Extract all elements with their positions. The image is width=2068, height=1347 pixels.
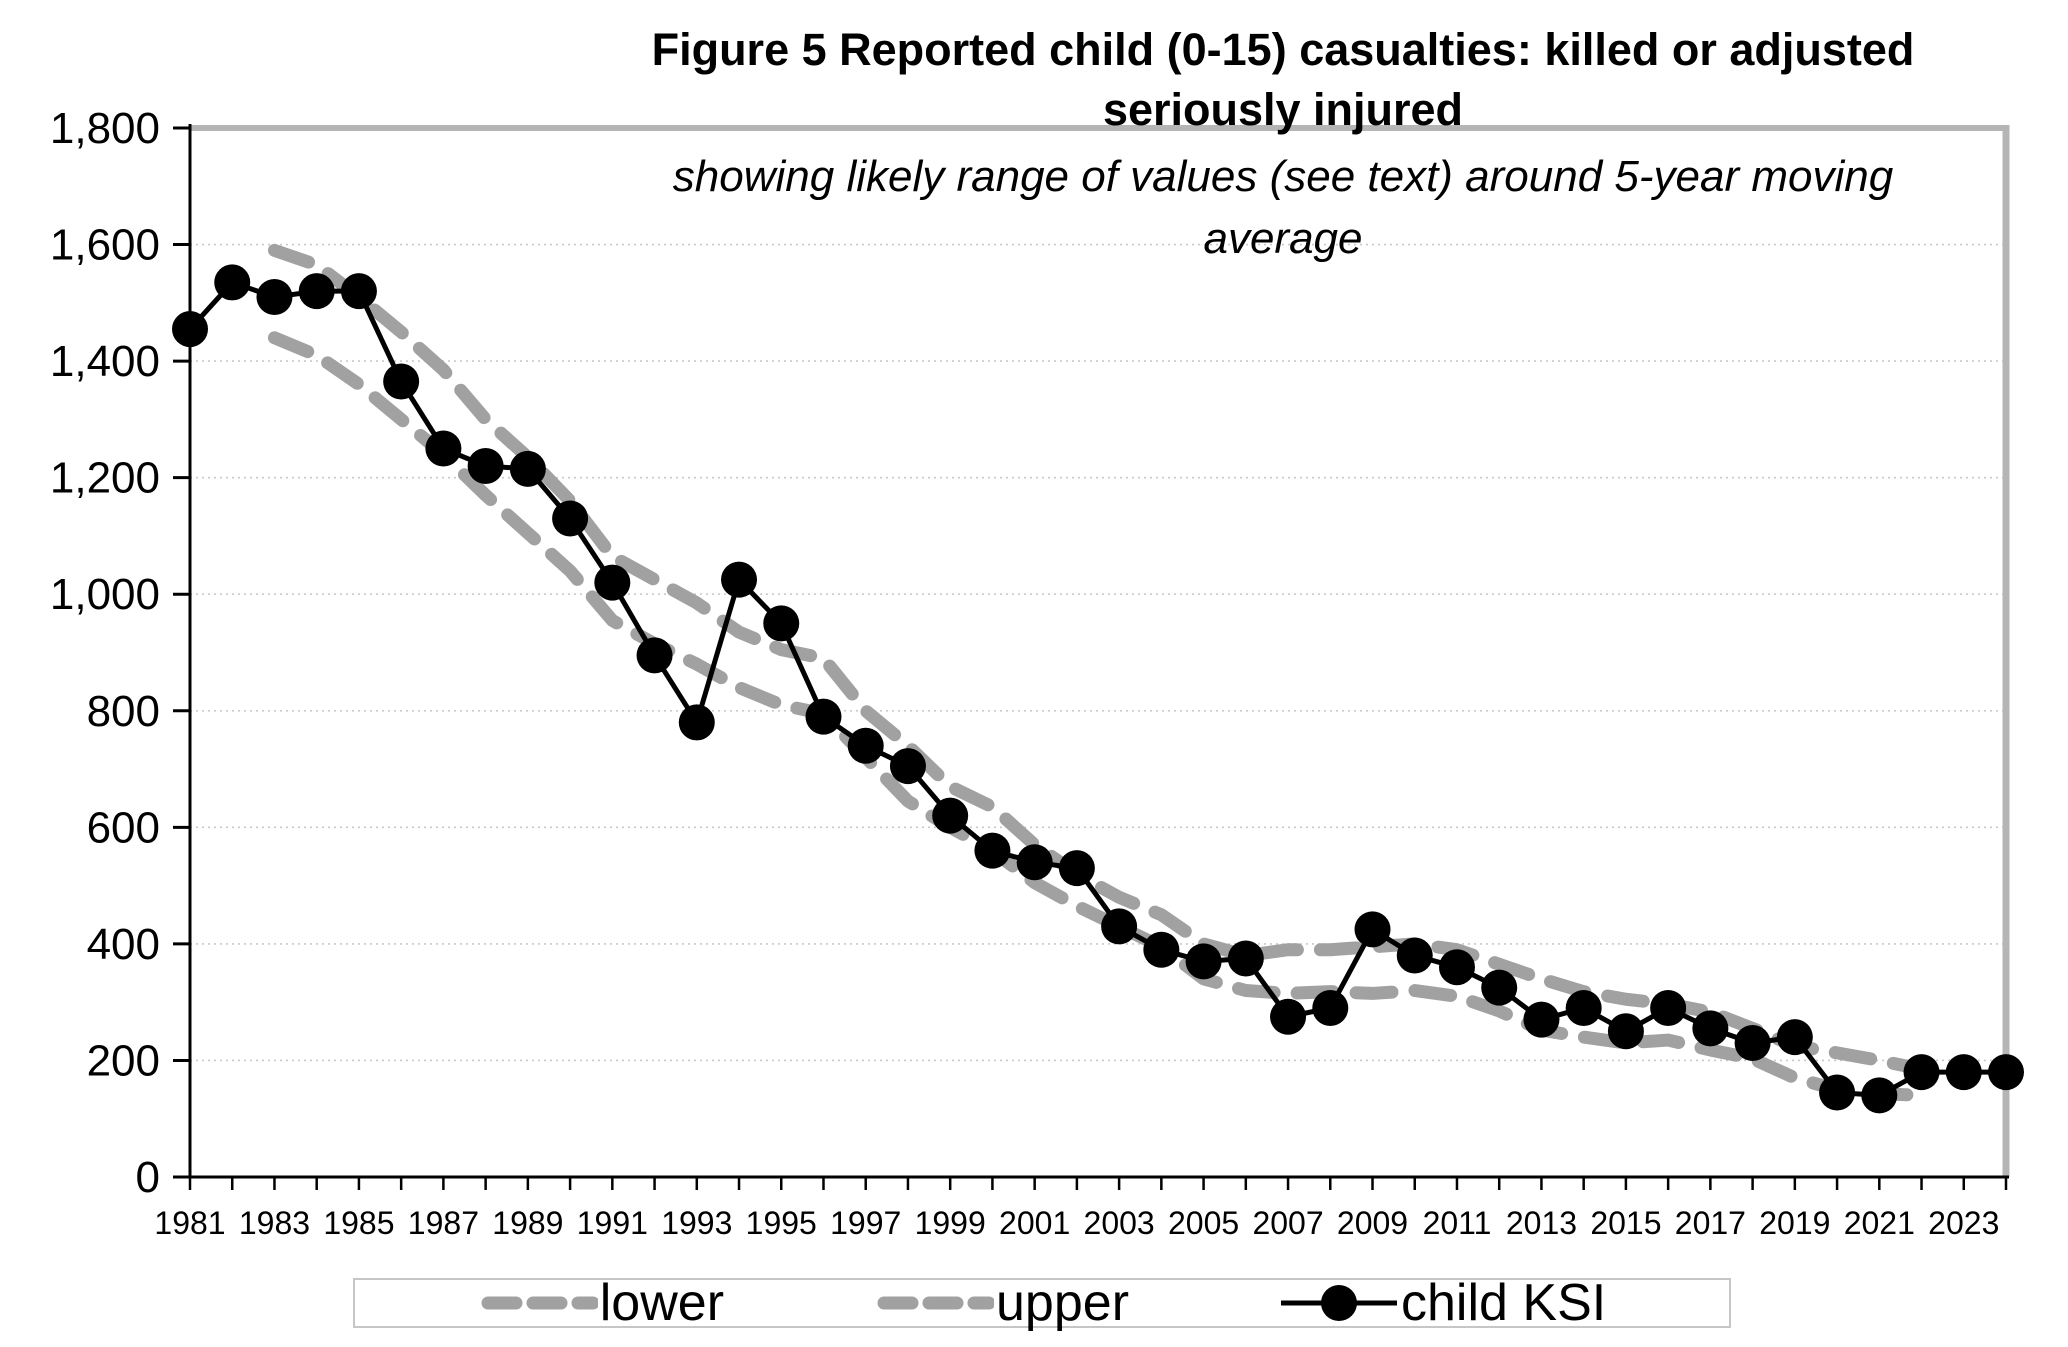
y-axis-tick-label: 400 bbox=[87, 920, 160, 969]
chart-subtitle: showing likely range of values (see text… bbox=[498, 146, 2068, 270]
chart-title-line2: seriously injured bbox=[1102, 84, 1464, 135]
series-child-ksi-marker bbox=[1396, 937, 1433, 974]
x-axis-tick-label: 1983 bbox=[239, 1205, 310, 1241]
legend-item-child-ksi: child KSI bbox=[1279, 1277, 1606, 1329]
chart-subtitle-line2: average bbox=[1203, 214, 1363, 263]
y-axis-tick-label: 1,000 bbox=[50, 570, 160, 619]
x-axis-tick-label: 2015 bbox=[1590, 1205, 1661, 1241]
x-axis-tick-label: 2021 bbox=[1844, 1205, 1915, 1241]
x-axis-tick-label: 2023 bbox=[1928, 1205, 1999, 1241]
series-lower-line bbox=[267, 331, 1929, 1102]
y-axis-tick-label: 600 bbox=[87, 803, 160, 852]
child-ksi-line-marker-icon bbox=[1281, 1285, 1398, 1321]
series-child-ksi-marker bbox=[509, 450, 546, 487]
series-child-ksi-marker bbox=[889, 748, 926, 785]
chart-title: Figure 5 Reported child (0-15) casualtie… bbox=[498, 20, 2068, 140]
legend-item-lower: lower bbox=[478, 1277, 724, 1329]
series-child-ksi-marker bbox=[425, 430, 462, 467]
upper-dashed-line-icon bbox=[877, 1296, 995, 1310]
series-child-ksi-marker bbox=[1227, 940, 1264, 977]
series-child-ksi-marker bbox=[467, 448, 504, 485]
x-axis-tick-label: 1993 bbox=[661, 1205, 732, 1241]
x-axis-tick-label: 1995 bbox=[746, 1205, 817, 1241]
series-child-ksi-marker bbox=[172, 311, 208, 348]
legend-label-lower: lower bbox=[599, 1274, 725, 1332]
series-child-ksi-marker bbox=[552, 500, 589, 537]
series-child-ksi-marker bbox=[1607, 1013, 1644, 1050]
series-child-ksi-marker bbox=[763, 605, 800, 642]
series-child-ksi-marker bbox=[678, 704, 715, 741]
x-axis-tick-label: 2005 bbox=[1168, 1205, 1239, 1241]
y-axis-tick-label: 800 bbox=[87, 687, 160, 736]
series-child-ksi-marker bbox=[636, 637, 673, 674]
x-axis-tick-label: 2019 bbox=[1759, 1205, 1830, 1241]
x-axis-tick-label: 2003 bbox=[1084, 1205, 1155, 1241]
series-child-ksi-marker bbox=[721, 561, 758, 598]
legend-label-child-ksi: child KSI bbox=[1401, 1274, 1607, 1332]
series-child-ksi-marker bbox=[1650, 989, 1687, 1026]
lower-dashed-line-icon bbox=[481, 1296, 598, 1310]
series-child-ksi-marker bbox=[1776, 1019, 1813, 1056]
series-child-ksi-marker bbox=[383, 363, 420, 400]
x-axis-tick-label: 1981 bbox=[154, 1205, 225, 1241]
x-axis-tick-label: 1997 bbox=[830, 1205, 901, 1241]
x-axis-tick-label: 1991 bbox=[577, 1205, 648, 1241]
x-axis-tick-label: 1999 bbox=[915, 1205, 986, 1241]
series-child-ksi-marker bbox=[1819, 1074, 1856, 1111]
y-axis-tick-label: 1,200 bbox=[50, 454, 160, 503]
x-axis-tick-label: 2017 bbox=[1675, 1205, 1746, 1241]
series-child-ksi-marker bbox=[1945, 1054, 1982, 1091]
series-child-ksi-marker bbox=[298, 273, 335, 310]
series-child-ksi-marker bbox=[1438, 949, 1475, 986]
x-axis-tick-label: 1985 bbox=[323, 1205, 394, 1241]
series-child-ksi-line bbox=[188, 279, 2006, 1098]
series-child-ksi-marker bbox=[1861, 1077, 1898, 1114]
series-child-ksi-marker bbox=[805, 698, 842, 735]
legend: lower upper child KSI bbox=[353, 1277, 1731, 1329]
series-child-ksi-marker bbox=[1143, 931, 1180, 968]
y-axis-tick-label: 1,400 bbox=[50, 337, 160, 386]
series-child-ksi-marker bbox=[1270, 998, 1307, 1035]
chart-title-line1: Figure 5 Reported child (0-15) casualtie… bbox=[651, 24, 1915, 75]
series-child-ksi-marker bbox=[974, 832, 1011, 869]
series-child-ksi-marker bbox=[594, 564, 631, 601]
series-child-ksi-marker bbox=[1058, 850, 1095, 887]
series-child-ksi-marker bbox=[847, 727, 884, 764]
series-child-ksi-marker bbox=[1101, 908, 1138, 945]
series-child-ksi-marker bbox=[1734, 1024, 1771, 1061]
chart-subtitle-line1: showing likely range of values (see text… bbox=[672, 152, 1894, 201]
x-axis-tick-label: 1987 bbox=[408, 1205, 479, 1241]
legend-label-upper: upper bbox=[996, 1274, 1130, 1332]
series-child-ksi-marker bbox=[1903, 1054, 1940, 1091]
series-child-ksi-marker bbox=[1354, 911, 1391, 948]
x-axis-tick-label: 2001 bbox=[999, 1205, 1070, 1241]
series-child-ksi-marker bbox=[214, 264, 251, 301]
series-child-ksi-marker bbox=[1185, 943, 1222, 980]
series-child-ksi-marker bbox=[1312, 989, 1349, 1026]
series-child-ksi-marker bbox=[1481, 969, 1518, 1006]
series-child-ksi-marker bbox=[256, 279, 293, 316]
y-axis-tick-label: 0 bbox=[136, 1153, 160, 1202]
series-child-ksi-marker bbox=[1016, 844, 1053, 881]
series-child-ksi-marker bbox=[1523, 1001, 1560, 1038]
y-axis-tick-label: 200 bbox=[87, 1036, 160, 1085]
y-axis-tick-label: 1,800 bbox=[50, 104, 160, 153]
x-axis-tick-label: 2013 bbox=[1506, 1205, 1577, 1241]
y-axis-tick-label: 1,600 bbox=[50, 221, 160, 270]
x-axis-tick-label: 2009 bbox=[1337, 1205, 1408, 1241]
x-axis-tick-label: 2011 bbox=[1423, 1205, 1492, 1241]
legend-item-upper: upper bbox=[874, 1277, 1129, 1329]
series-child-ksi-marker bbox=[340, 273, 377, 310]
series-child-ksi-marker bbox=[1988, 1054, 2024, 1091]
series-child-ksi-marker bbox=[932, 797, 969, 834]
x-axis-tick-label: 2007 bbox=[1252, 1205, 1323, 1241]
series-child-ksi-marker bbox=[1692, 1010, 1729, 1047]
x-axis-tick-label: 1989 bbox=[492, 1205, 563, 1241]
series-child-ksi-marker bbox=[1565, 989, 1602, 1026]
series-upper-line bbox=[267, 243, 1929, 1076]
